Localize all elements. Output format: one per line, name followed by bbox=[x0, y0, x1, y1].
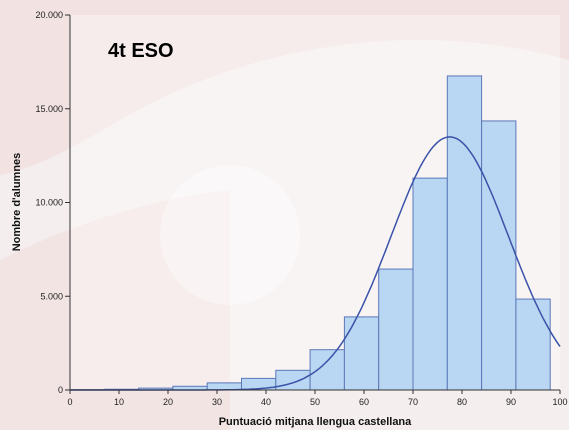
histogram-bar bbox=[446, 75, 483, 391]
x-tick-label: 20 bbox=[163, 397, 173, 407]
y-tick-label: 15.000 bbox=[35, 104, 63, 114]
y-axis-title: Nombre d'alumnes bbox=[11, 153, 23, 252]
histogram-bar bbox=[378, 268, 414, 391]
x-tick-label: 10 bbox=[114, 397, 124, 407]
x-tick-label: 80 bbox=[457, 397, 467, 407]
histogram-bar bbox=[481, 120, 517, 391]
x-tick-label: 0 bbox=[67, 397, 72, 407]
x-tick-label: 100 bbox=[552, 397, 567, 407]
chart-title: 4t ESO bbox=[108, 40, 174, 62]
x-tick-label: 70 bbox=[408, 397, 418, 407]
histogram-bar bbox=[275, 369, 311, 391]
x-tick-label: 40 bbox=[261, 397, 271, 407]
histogram-bar bbox=[309, 349, 345, 391]
histogram-bar bbox=[515, 298, 551, 391]
y-tick-label: 0 bbox=[58, 385, 63, 395]
histogram-bar bbox=[412, 177, 448, 391]
y-tick-label: 10.000 bbox=[35, 198, 63, 208]
x-axis-title: Puntuació mitjana llengua castellana bbox=[219, 416, 412, 428]
x-tick-label: 50 bbox=[310, 397, 320, 407]
y-tick-label: 20.000 bbox=[35, 10, 63, 20]
x-tick-label: 90 bbox=[506, 397, 516, 407]
y-tick-label: 5.000 bbox=[40, 291, 63, 301]
x-tick-label: 30 bbox=[212, 397, 222, 407]
x-tick-label: 60 bbox=[359, 397, 369, 407]
histogram-bar bbox=[343, 316, 380, 391]
